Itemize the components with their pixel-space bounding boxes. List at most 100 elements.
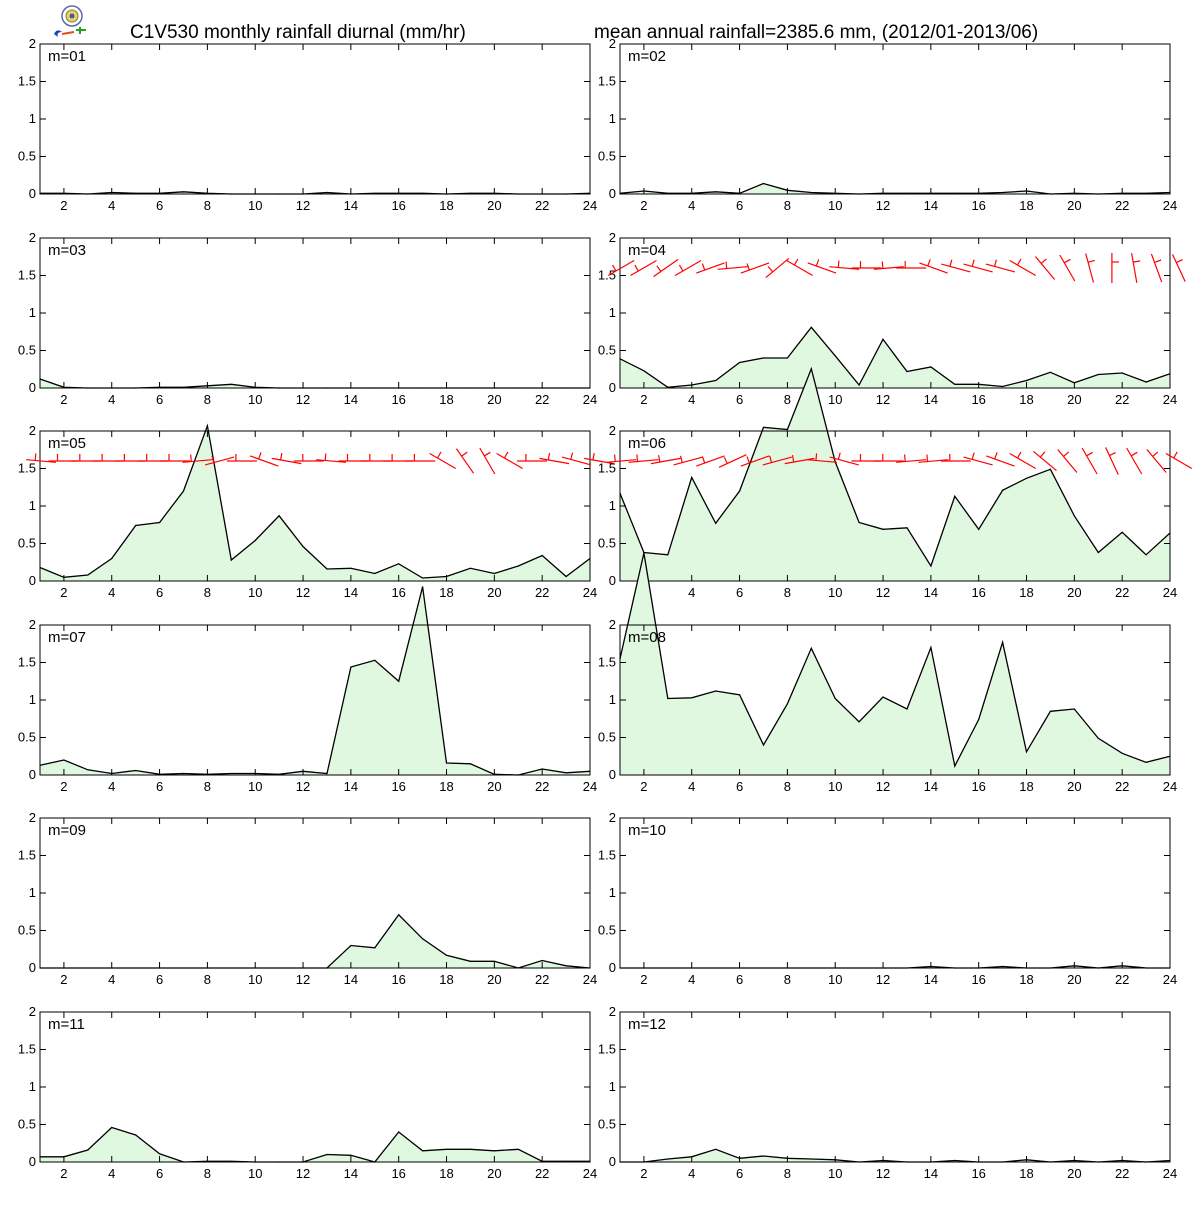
- wind-barb-flag: [927, 259, 931, 267]
- data-point-h14: [350, 944, 352, 947]
- y-tick-label: 1: [609, 111, 616, 126]
- x-tick-label: 12: [876, 392, 890, 407]
- x-tick-label: 14: [924, 1166, 938, 1181]
- data-point-h8: [786, 428, 789, 431]
- x-tick-label: 16: [971, 585, 985, 600]
- x-tick-label: 4: [688, 198, 695, 213]
- data-point-h10: [834, 355, 836, 357]
- data-point-h13: [326, 1153, 328, 1156]
- wind-barb-shaft: [271, 457, 302, 465]
- y-tick-label: 0: [609, 380, 616, 395]
- data-point-h15: [374, 947, 376, 949]
- data-point-h23: [565, 575, 567, 578]
- x-tick-label: 20: [1067, 1166, 1081, 1181]
- x-tick-label: 20: [1067, 972, 1081, 987]
- wind-barb-shaft: [1009, 452, 1036, 470]
- data-point-h18: [1025, 379, 1028, 382]
- data-point-h3: [87, 1149, 89, 1151]
- data-point-h14: [350, 567, 352, 569]
- panel-frame: [619, 817, 1171, 969]
- x-tick-label: 8: [784, 585, 791, 600]
- data-point-h7: [762, 426, 765, 428]
- data-point-h9: [810, 647, 812, 649]
- data-point-h19: [1049, 468, 1051, 470]
- data-point-h17: [422, 1150, 424, 1152]
- x-tick-label: 22: [535, 779, 549, 794]
- x-tick-label: 2: [640, 392, 647, 407]
- x-tick-label: 2: [60, 779, 67, 794]
- rain-line: [619, 182, 1171, 195]
- x-tick-label: 2: [640, 972, 647, 987]
- wind-barb-flag: [904, 454, 906, 462]
- x-tick-label: 18: [1019, 779, 1033, 794]
- wind-barb-flag: [791, 454, 795, 463]
- y-tick-label: 2: [609, 617, 616, 632]
- x-tick-label: 22: [535, 585, 549, 600]
- panel-label: m=06: [628, 435, 666, 452]
- data-point-h3: [87, 769, 89, 771]
- panel-m-09: 00.511.522 4 6 8 10 12 14 16 18 20 22 24m=09: [18, 810, 597, 987]
- wind-barb-shaft: [1059, 254, 1076, 282]
- x-tick-label: 18: [1019, 1166, 1033, 1181]
- wind-barb-flag: [678, 264, 684, 272]
- y-tick-label: 2: [29, 1004, 36, 1019]
- data-point-h15: [374, 572, 376, 575]
- wind-barb-shaft: [786, 259, 813, 277]
- x-tick-label: 20: [487, 585, 501, 600]
- wind-barb-flag: [926, 454, 929, 462]
- data-point-h22: [541, 959, 543, 962]
- x-tick-label: 16: [971, 972, 985, 987]
- x-tick-label: 8: [784, 779, 791, 794]
- x-tick-label: 18: [1019, 198, 1033, 213]
- panel-frame: [619, 43, 1171, 195]
- data-point-h19: [1049, 371, 1051, 373]
- x-tick-label: 4: [108, 392, 115, 407]
- x-tick-label: 12: [296, 779, 310, 794]
- data-point-h12: [882, 696, 884, 698]
- x-tick-label: 22: [535, 1166, 549, 1181]
- x-tick-label: 18: [439, 1166, 453, 1181]
- wind-barb-flag: [436, 451, 442, 459]
- x-tick-label: 16: [391, 972, 405, 987]
- data-point-h5: [135, 769, 137, 772]
- x-tick-label: 4: [108, 1166, 115, 1181]
- wind-barb-flag: [767, 266, 774, 273]
- data-point-h3: [667, 1158, 669, 1160]
- data-point-h11: [858, 721, 860, 723]
- data-point-h3: [87, 574, 89, 576]
- x-tick-label: 10: [248, 972, 262, 987]
- rain-line: [39, 586, 591, 776]
- wind-barb-shaft: [182, 459, 213, 463]
- data-point-h5: [135, 524, 137, 527]
- x-tick-label: 18: [1019, 585, 1033, 600]
- y-tick-label: 1: [609, 498, 616, 513]
- panel-m-05: 00.511.522 4 6 8 10 12 14 16 18 20 22 24m=05: [18, 423, 614, 600]
- data-point-h18: [445, 954, 448, 956]
- x-tick-label: 4: [108, 585, 115, 600]
- wind-barb-shaft: [1085, 253, 1095, 283]
- x-tick-label: 14: [344, 1166, 358, 1181]
- x-tick-label: 6: [156, 972, 163, 987]
- x-tick-label: 22: [535, 972, 549, 987]
- x-tick-label: 4: [688, 972, 695, 987]
- x-tick-label: 24: [1163, 198, 1177, 213]
- wind-barb-shaft: [26, 459, 57, 463]
- x-tick-label: 16: [971, 198, 985, 213]
- y-tick-label: 2: [29, 230, 36, 245]
- data-point-h15: [954, 765, 956, 767]
- rain-area: [620, 327, 1170, 388]
- data-point-h7: [762, 357, 765, 359]
- x-tick-label: 20: [1067, 392, 1081, 407]
- wind-barb-shaft: [1057, 449, 1078, 473]
- data-point-h18: [1025, 477, 1028, 479]
- wind-barb-shaft: [918, 459, 949, 463]
- panel-frame: [619, 1011, 1171, 1163]
- wind-barb-flag: [746, 456, 750, 464]
- data-point-h8: [786, 703, 789, 705]
- x-tick-label: 2: [640, 779, 647, 794]
- data-point-h19: [469, 763, 471, 765]
- wind-barb-flag: [503, 451, 509, 459]
- x-tick-label: 20: [487, 198, 501, 213]
- wind-barb-flag: [725, 261, 728, 269]
- x-tick-label: 12: [876, 198, 890, 213]
